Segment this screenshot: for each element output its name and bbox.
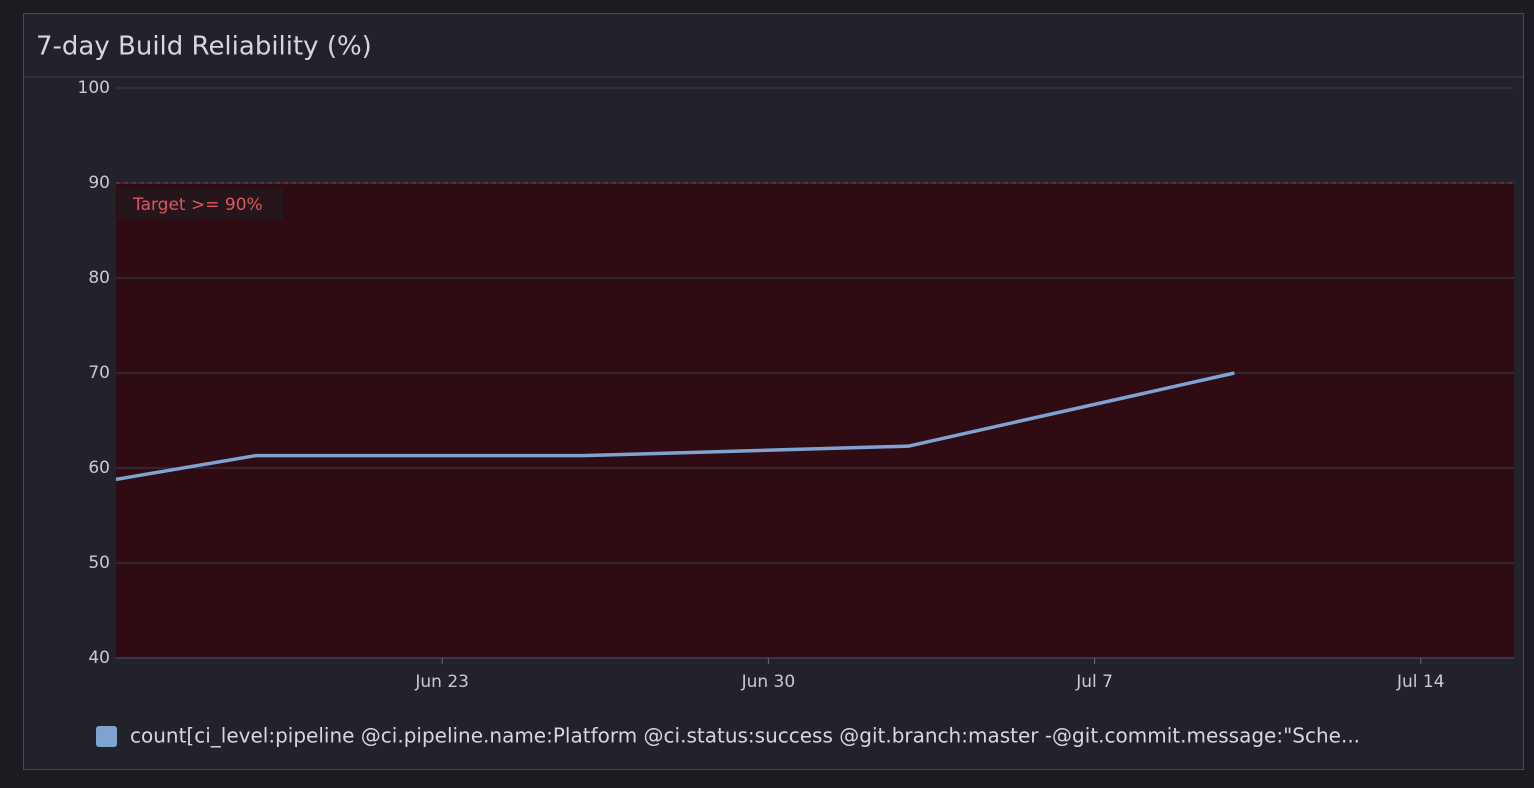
y-tick-label: 40 <box>88 648 110 668</box>
y-tick-label: 90 <box>88 173 110 193</box>
y-tick-label: 60 <box>88 458 110 478</box>
y-tick-label: 80 <box>88 268 110 288</box>
legend-swatch <box>96 726 117 747</box>
legend-label: count[ci_level:pipeline @ci.pipeline.nam… <box>130 724 1360 748</box>
x-tick-label: Jul 14 <box>1396 672 1445 692</box>
x-tick-label: Jul 7 <box>1075 672 1113 692</box>
y-tick-label: 70 <box>88 363 110 383</box>
y-tick-label: 100 <box>78 78 110 98</box>
chart-title: 7-day Build Reliability (%) <box>36 32 372 62</box>
x-tick-label: Jun 23 <box>414 672 469 692</box>
target-region <box>116 183 1514 658</box>
x-tick-label: Jun 30 <box>741 672 796 692</box>
y-tick-label: 50 <box>88 553 110 573</box>
target-label-bg <box>117 188 283 220</box>
target-label: Target >= 90% <box>132 195 263 215</box>
data-line <box>115 371 1235 482</box>
